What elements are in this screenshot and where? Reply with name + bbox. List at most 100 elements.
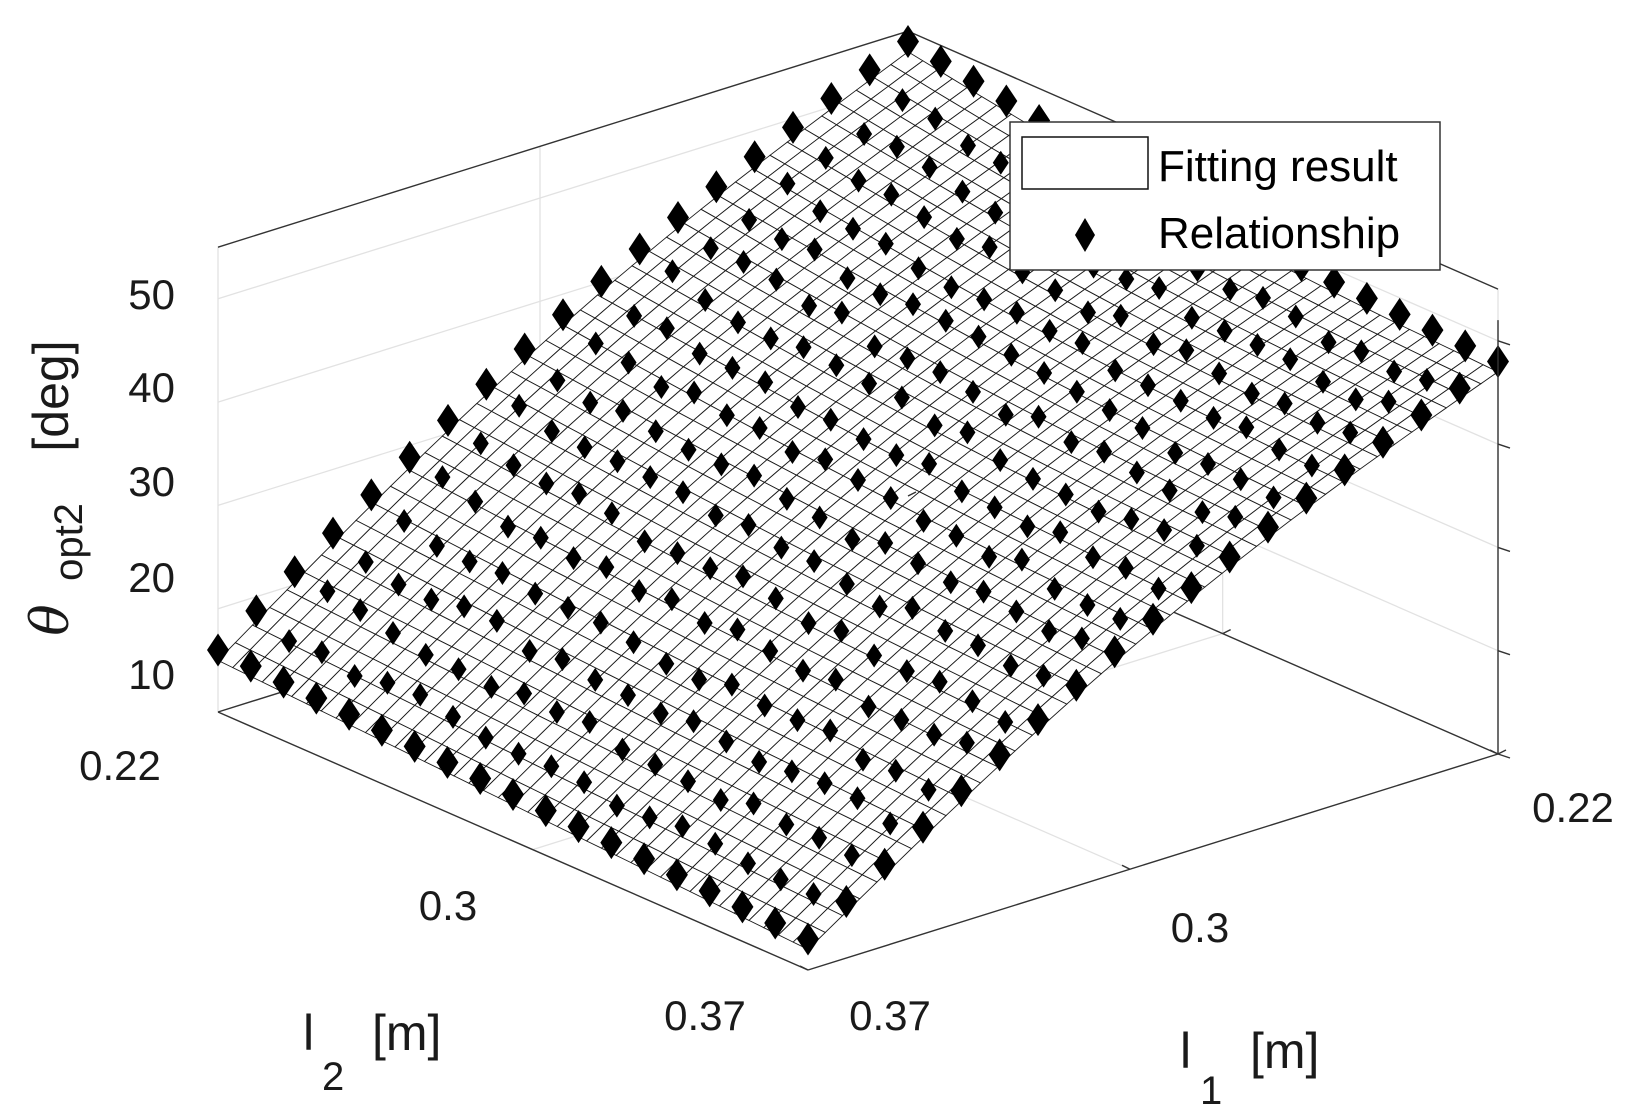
relationship-point xyxy=(516,681,533,706)
relationship-point xyxy=(746,463,763,488)
relationship-point xyxy=(741,207,758,232)
relationship-point xyxy=(686,380,703,405)
relationship-point xyxy=(1046,576,1063,601)
relationship-point xyxy=(861,371,878,396)
relationship-point xyxy=(910,256,927,281)
relationship-point xyxy=(510,741,527,766)
relationship-point xyxy=(319,579,336,604)
x-axis-letter: l xyxy=(1180,1023,1191,1079)
relationship-point xyxy=(912,810,934,844)
relationship-point xyxy=(838,572,855,597)
relationship-point xyxy=(283,555,306,589)
relationship-point xyxy=(816,771,833,796)
relationship-point xyxy=(833,618,850,643)
relationship-point xyxy=(921,155,938,180)
relationship-point xyxy=(1303,453,1320,478)
relationship-point xyxy=(927,106,944,131)
relationship-point xyxy=(1448,371,1471,405)
svg-text:θ opt2 [deg]: θ opt2 [deg] xyxy=(21,340,91,635)
relationship-point xyxy=(866,643,883,668)
relationship-point xyxy=(992,448,1009,473)
relationship-point xyxy=(873,847,896,881)
relationship-point xyxy=(772,867,789,892)
relationship-point xyxy=(723,672,740,697)
relationship-point xyxy=(1145,332,1162,357)
relationship-point xyxy=(352,598,369,623)
relationship-point xyxy=(992,150,1009,175)
relationship-point xyxy=(702,236,719,261)
relationship-point xyxy=(680,437,697,462)
relationship-point xyxy=(1140,373,1156,398)
relationship-point xyxy=(1041,619,1058,644)
relationship-point xyxy=(1172,388,1189,413)
relationship-point xyxy=(871,594,888,619)
relationship-point xyxy=(806,237,823,262)
relationship-point xyxy=(475,367,498,401)
relationship-point xyxy=(1333,453,1356,487)
relationship-point xyxy=(445,704,461,729)
relationship-point xyxy=(866,334,883,359)
relationship-point xyxy=(827,667,844,692)
relationship-point xyxy=(1079,592,1096,617)
relationship-point xyxy=(740,851,756,876)
relationship-point xyxy=(828,353,845,378)
relationship-point xyxy=(1161,478,1178,503)
relationship-point xyxy=(1347,387,1364,412)
relationship-point xyxy=(477,725,494,750)
relationship-point xyxy=(773,535,790,560)
relationship-point xyxy=(899,346,916,371)
legend-label-relationship: Relationship xyxy=(1158,209,1400,258)
relationship-point xyxy=(1211,361,1228,386)
relationship-point xyxy=(390,572,407,597)
relationship-point xyxy=(811,505,828,530)
relationship-point xyxy=(981,544,998,569)
relationship-point xyxy=(718,403,735,428)
relationship-point xyxy=(346,664,363,689)
relationship-point xyxy=(948,523,965,548)
relationship-point xyxy=(1047,278,1064,303)
relationship-point xyxy=(305,681,328,715)
relationship-point xyxy=(762,326,779,351)
relationship-point xyxy=(855,747,871,772)
relationship-point xyxy=(450,657,467,682)
relationship-point xyxy=(1265,485,1282,510)
relationship-point xyxy=(483,674,500,699)
x-axis-subscript: 1 xyxy=(1200,1069,1222,1108)
relationship-point xyxy=(1380,389,1397,414)
relationship-point xyxy=(1057,482,1074,507)
y-axis-letter: l xyxy=(303,1005,314,1061)
relationship-point xyxy=(898,659,915,684)
relationship-point xyxy=(948,226,965,251)
relationship-point xyxy=(696,611,713,636)
relationship-point xyxy=(527,581,544,606)
relationship-point xyxy=(1218,540,1241,574)
relationship-point xyxy=(1013,547,1030,572)
relationship-point xyxy=(652,701,669,726)
relationship-point xyxy=(767,586,784,611)
relationship-point xyxy=(942,570,959,595)
relationship-point xyxy=(667,200,689,234)
relationship-point xyxy=(893,707,910,732)
y-tick-mark xyxy=(1222,628,1231,635)
relationship-point xyxy=(743,140,766,174)
relationship-point xyxy=(1052,520,1069,545)
relationship-point xyxy=(370,713,393,747)
relationship-point xyxy=(647,752,664,777)
relationship-point xyxy=(751,416,768,441)
relationship-point xyxy=(887,758,904,783)
relationship-point xyxy=(571,481,588,506)
relationship-point xyxy=(590,264,613,298)
relationship-point xyxy=(1107,358,1124,383)
relationship-point xyxy=(685,709,702,734)
relationship-point xyxy=(272,665,295,699)
relationship-point xyxy=(669,541,686,566)
z-tick-label: 30 xyxy=(128,458,175,505)
relationship-point xyxy=(1454,329,1477,363)
relationship-point xyxy=(664,259,681,284)
relationship-point xyxy=(822,718,839,743)
relationship-point xyxy=(905,292,921,317)
relationship-point xyxy=(1080,300,1096,325)
x-tick-mark xyxy=(1121,864,1131,870)
relationship-point xyxy=(897,24,919,58)
z-axis-label: θ opt2 [deg] xyxy=(21,340,91,635)
